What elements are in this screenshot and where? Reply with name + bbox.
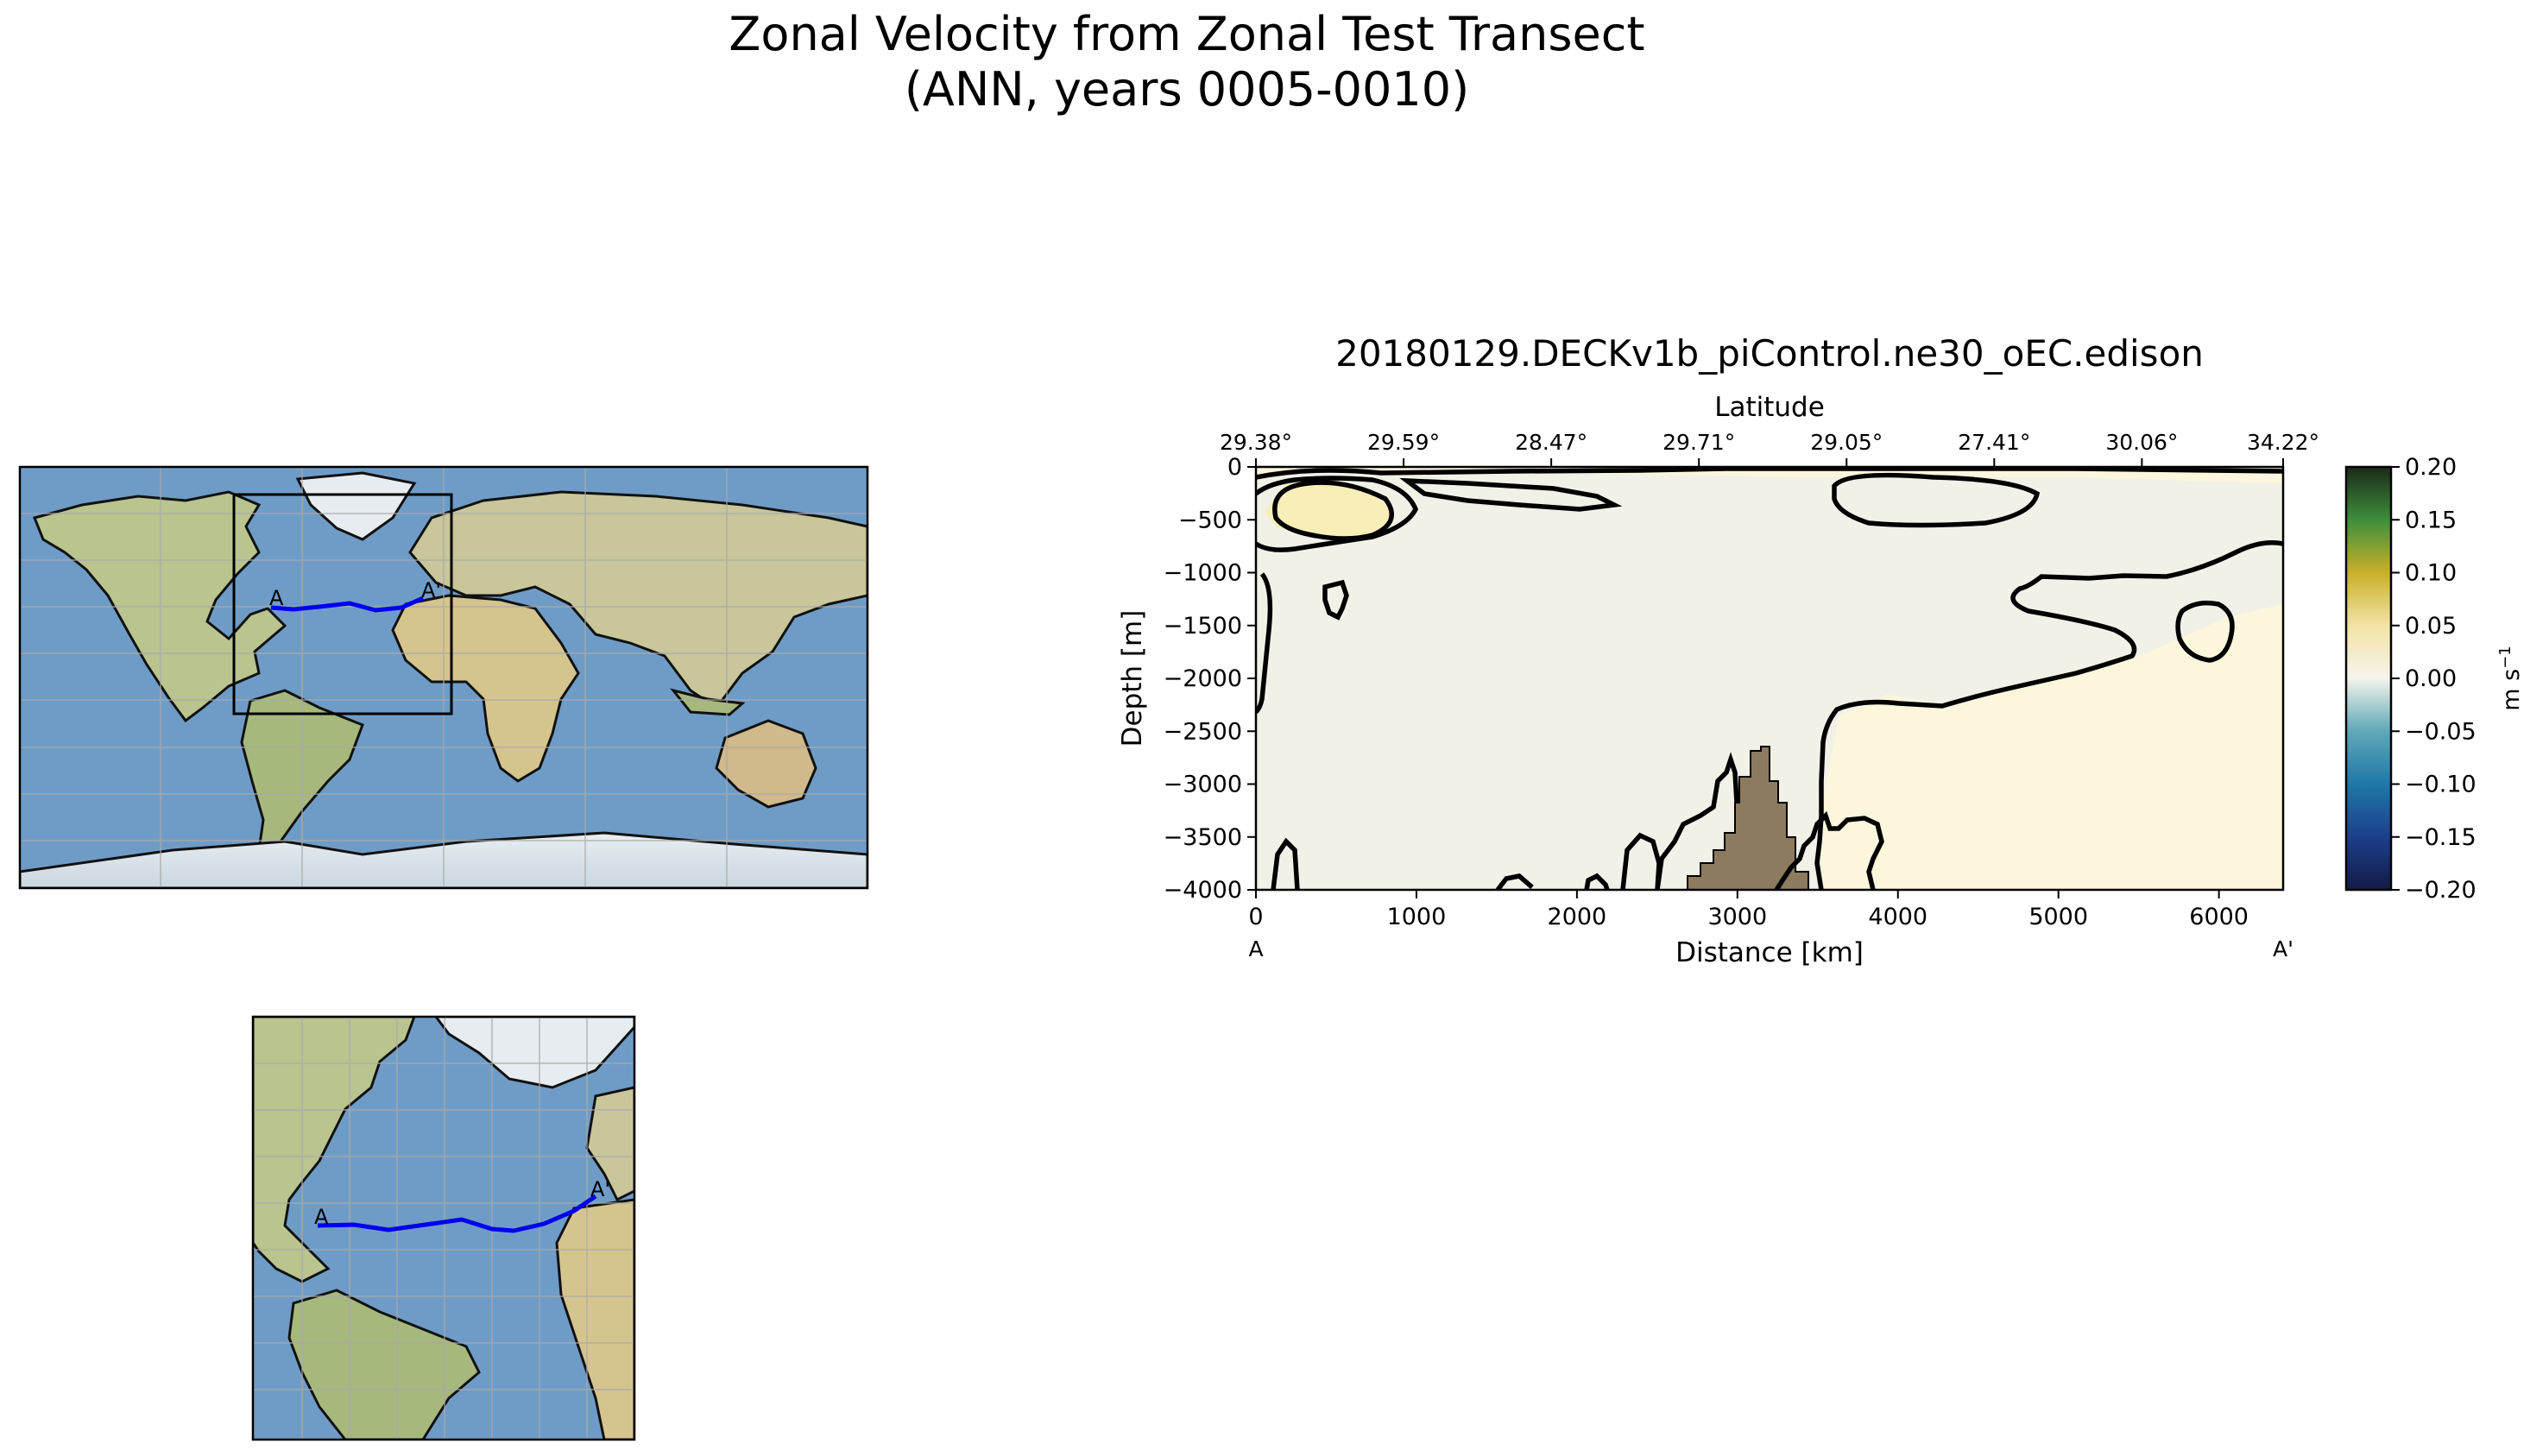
colorbar-tick-label: 0.05 <box>2405 613 2457 640</box>
top-tick-label: 34.22° <box>2247 430 2319 455</box>
global-land-indonesia <box>670 688 746 716</box>
section-positive-region-east <box>1821 604 2283 890</box>
colorbar-tick-label: 0.20 <box>2405 454 2457 481</box>
contour-abyss-4 <box>1495 873 1534 890</box>
contour-ridge-west <box>1655 752 1739 890</box>
top-tick-label: 29.05° <box>1810 430 1883 455</box>
contour-upper-east-loop <box>1832 472 2041 528</box>
top-tick-label: 29.71° <box>1662 430 1735 455</box>
colorbar-tick-label: −0.10 <box>2405 772 2476 798</box>
top-tick-label: 27.41° <box>1958 430 2030 455</box>
global-map-label-b: A' <box>421 578 441 602</box>
section-top-axis: 29.38° 29.59° 28.47° 29.71° 29.05° 27.41° 30.0… <box>1220 430 2319 467</box>
y-tick-label: −3000 <box>1164 772 1242 798</box>
global-map: A A' <box>18 465 869 890</box>
global-map-gridlines <box>20 467 868 888</box>
contour-surface <box>1256 467 2283 480</box>
section-x-axis: 0 1000 2000 3000 4000 5000 6000 <box>1248 890 2249 930</box>
global-map-frame <box>18 465 869 890</box>
global-map-inset-box <box>232 493 453 715</box>
inset-land-europe <box>585 1086 634 1202</box>
contour-west-wall <box>1256 572 1273 714</box>
colorbar: 0.20 0.15 0.10 0.05 0.00 −0.05 −0.10 −0.15 −0.20… <box>2344 454 2525 904</box>
global-map-transect-line <box>270 596 425 613</box>
contour-abyss-1 <box>1271 837 1300 890</box>
section-zero-contours <box>1256 467 2283 890</box>
section-y-axis: 0 −500 −1000 −1500 −2000 −2500 −3000 −3500 −4000 <box>1164 454 1256 904</box>
global-map-label-a: A <box>269 586 284 610</box>
contour-east-small-loop <box>2175 600 2235 663</box>
contour-upper-west-loop <box>1272 480 1394 541</box>
section-xlabel: Distance [km] <box>1675 937 1864 968</box>
colorbar-tick-label: 0.10 <box>2405 560 2457 587</box>
figure-title-line1: Zonal Velocity from Zonal Test Transect <box>729 7 1644 61</box>
contour-abyss-2 <box>1620 832 1662 890</box>
inset-land-north-america <box>253 1017 416 1283</box>
contour-west-ring <box>1256 476 1419 552</box>
top-tick-label: 29.38° <box>1220 430 1292 455</box>
x-tick-label: 4000 <box>1868 904 1927 930</box>
x-tick-label: 5000 <box>2028 904 2088 930</box>
top-tick-label: 28.47° <box>1515 430 1587 455</box>
colorbar-label-exponent: −1 <box>2496 646 2514 669</box>
colorbar-label-unit: m s <box>2498 669 2525 711</box>
contour-small-loop <box>1322 579 1349 621</box>
y-tick-label: 0 <box>1227 454 1242 481</box>
section-topography <box>1687 746 1809 890</box>
colorbar-tick-label: 0.00 <box>2405 665 2457 692</box>
y-tick-label: −2000 <box>1164 665 1242 692</box>
section-ylabel: Depth [m] <box>1117 610 1148 747</box>
top-tick-label: 29.59° <box>1367 430 1440 455</box>
colorbar-tick-label: −0.05 <box>2405 718 2476 745</box>
y-tick-label: −1500 <box>1164 613 1242 640</box>
inset-map: A A' <box>251 1015 636 1441</box>
y-tick-label: −2500 <box>1164 718 1242 745</box>
global-land-australia <box>715 719 817 809</box>
contour-abyss-3 <box>1584 873 1610 890</box>
colorbar-ticks: 0.20 0.15 0.10 0.05 0.00 −0.05 −0.10 −0.15 −0.20 <box>2391 454 2476 904</box>
x-tick-label: 0 <box>1248 904 1263 930</box>
section-plot: 20180129.DECKv1b_piControl.ne30_oEC.edis… <box>1117 332 2319 968</box>
section-positive-region-upper-west <box>1265 481 1394 539</box>
colorbar-tick-label: −0.15 <box>2405 824 2476 851</box>
section-title: 20180129.DECKv1b_piControl.ne30_oEC.edis… <box>1335 332 2204 375</box>
y-tick-label: −1000 <box>1164 560 1242 587</box>
x-tick-label: 3000 <box>1707 904 1767 930</box>
x-tick-label: 2000 <box>1548 904 1607 930</box>
x-tick-label: 1000 <box>1387 904 1447 930</box>
y-tick-label: −4000 <box>1164 877 1242 904</box>
inset-land-greenland <box>434 1017 634 1089</box>
colorbar-label: m s−1 <box>2496 646 2525 711</box>
figure-title-line2: (ANN, years 0005-0010) <box>905 62 1469 117</box>
section-endpoint-start: A <box>1248 936 1263 961</box>
top-tick-label: 30.06° <box>2105 430 2178 455</box>
inset-map-label-a: A <box>314 1205 329 1229</box>
section-endpoint-end: A' <box>2273 936 2293 961</box>
colorbar-gradient <box>2344 465 2393 892</box>
y-tick-label: −500 <box>1178 507 1242 533</box>
contour-ridge-east <box>1774 810 1884 890</box>
global-land-greenland <box>295 471 417 541</box>
section-top-axis-label: Latitude <box>1714 392 1825 423</box>
x-tick-label: 6000 <box>2189 904 2249 930</box>
contour-upper-central-loop <box>1399 477 1623 512</box>
inset-map-label-b: A' <box>590 1177 610 1201</box>
inset-map-transect-line <box>317 1194 597 1233</box>
inset-land-africa <box>555 1198 634 1440</box>
y-tick-label: −3500 <box>1164 824 1242 851</box>
colorbar-tick-label: 0.15 <box>2405 507 2457 533</box>
contour-east-boundary <box>1814 540 2283 890</box>
inset-map-frame <box>251 1015 636 1441</box>
colorbar-tick-label: −0.20 <box>2405 877 2476 904</box>
